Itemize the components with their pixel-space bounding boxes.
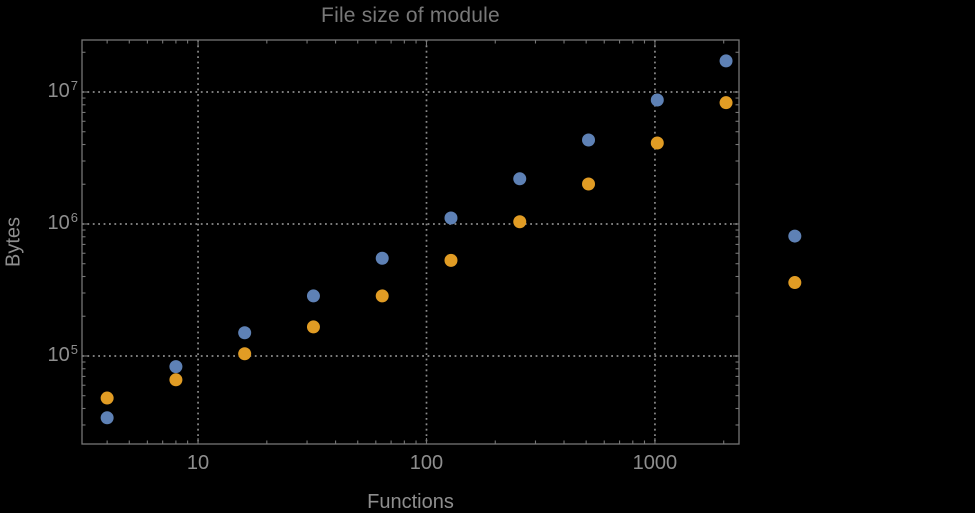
data-point: [306, 320, 320, 334]
data-point: [444, 211, 458, 225]
gridlines: [82, 40, 739, 444]
data-point: [650, 93, 664, 107]
data-point: [788, 276, 802, 290]
chart-title: File size of module: [321, 4, 500, 27]
data-point: [375, 289, 389, 303]
orange-series: [100, 96, 802, 405]
data-point: [650, 136, 664, 150]
x-axis-title: Functions: [367, 491, 454, 513]
y-tick-base: 10: [47, 211, 70, 234]
y-tick-label: 105: [18, 341, 78, 367]
y-tick-exponent: 5: [70, 341, 78, 357]
y-tick-base: 10: [47, 343, 70, 366]
plot-frame: [81, 39, 740, 445]
data-point: [238, 326, 252, 340]
y-tick-label: 106: [18, 209, 78, 235]
y-tick-exponent: 6: [70, 209, 78, 225]
data-point: [788, 229, 802, 243]
y-tick-base: 10: [47, 80, 70, 102]
data-point: [306, 289, 320, 303]
data-point: [582, 177, 596, 191]
x-tick-label: 100: [409, 452, 444, 474]
x-tick-label: 1000: [632, 452, 678, 474]
y-tick-exponent: 7: [70, 78, 78, 93]
axis-ticks: [82, 40, 739, 444]
blue-series: [100, 54, 802, 425]
data-point: [513, 172, 527, 186]
data-point: [582, 133, 596, 147]
data-point: [169, 360, 183, 374]
data-point: [238, 347, 252, 361]
data-point: [375, 251, 389, 265]
data-point: [719, 96, 733, 110]
data-point: [100, 411, 114, 425]
data-point: [513, 215, 527, 229]
data-point: [100, 391, 114, 405]
data-point: [444, 253, 458, 267]
x-tick-label: 10: [186, 452, 210, 474]
data-point: [719, 54, 733, 68]
data-point: [169, 373, 183, 387]
y-tick-label: 107: [18, 78, 78, 103]
